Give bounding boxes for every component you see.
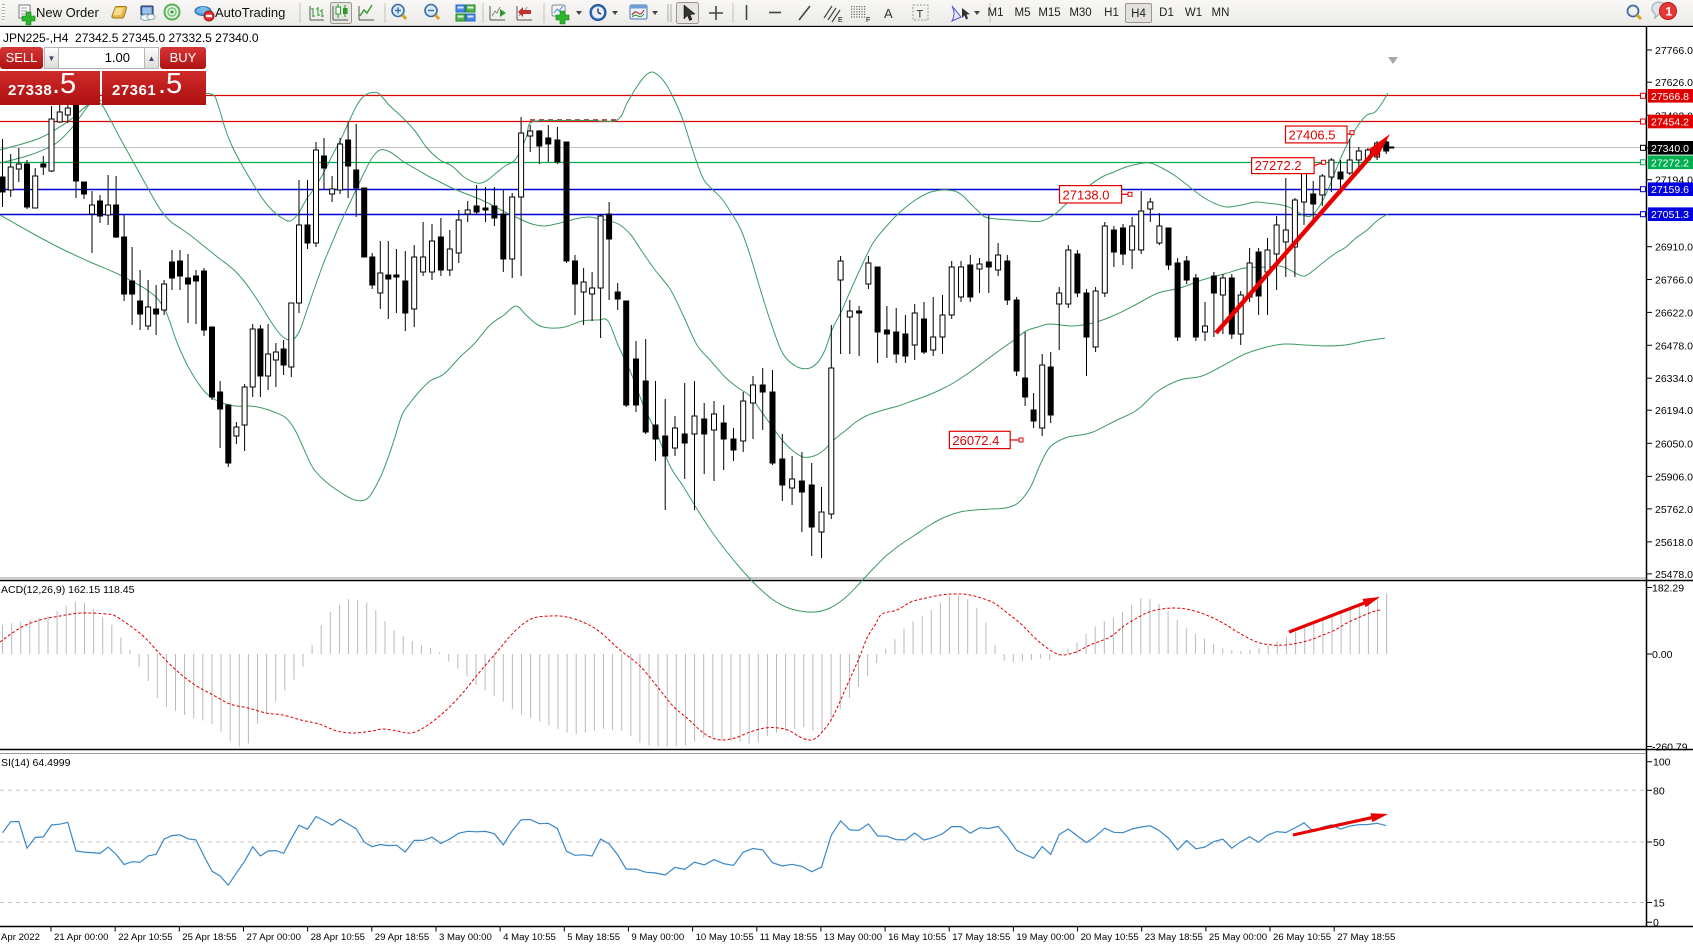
svg-text:19 May 00:00: 19 May 00:00 [1016, 932, 1074, 943]
svg-text:27051.3: 27051.3 [1651, 209, 1689, 221]
svg-text:25906.0: 25906.0 [1655, 471, 1693, 483]
svg-text:15: 15 [1653, 898, 1665, 910]
svg-text:27272.2: 27272.2 [1255, 158, 1302, 173]
svg-text:11 May 18:55: 11 May 18:55 [760, 932, 817, 943]
svg-text:26622.0: 26622.0 [1655, 307, 1693, 319]
svg-text:80: 80 [1653, 785, 1665, 797]
svg-text:20 May 10:55: 20 May 10:55 [1081, 932, 1139, 943]
svg-text:4 May 10:55: 4 May 10:55 [503, 932, 556, 943]
svg-text:182.29: 182.29 [1652, 583, 1684, 595]
svg-text:26072.4: 26072.4 [952, 433, 999, 448]
svg-text:ACD(12,26,9) 162.15 118.45: ACD(12,26,9) 162.15 118.45 [1, 584, 135, 596]
svg-text:21 Apr 00:00: 21 Apr 00:00 [54, 932, 108, 943]
svg-text:26194.0: 26194.0 [1655, 405, 1693, 417]
svg-text:25762.0: 25762.0 [1655, 504, 1693, 516]
svg-text:27406.5: 27406.5 [1289, 127, 1336, 142]
svg-text:27 Apr 00:00: 27 Apr 00:00 [247, 932, 301, 943]
svg-text:-260.79: -260.79 [1652, 742, 1688, 754]
svg-text:26 May 10:55: 26 May 10:55 [1273, 932, 1331, 943]
svg-text:25 May 00:00: 25 May 00:00 [1209, 932, 1267, 943]
svg-text:23 May 18:55: 23 May 18:55 [1145, 932, 1203, 943]
svg-text:E: E [838, 17, 843, 24]
svg-text:10 May 10:55: 10 May 10:55 [696, 932, 754, 943]
svg-text:A: A [884, 6, 893, 21]
svg-text:5 May 18:55: 5 May 18:55 [567, 932, 620, 943]
svg-text:26766.0: 26766.0 [1655, 275, 1693, 287]
svg-text:27454.2: 27454.2 [1651, 117, 1689, 129]
svg-text:0: 0 [1653, 917, 1659, 929]
svg-text:1: 1 [1666, 5, 1673, 19]
svg-text:50: 50 [1653, 837, 1665, 849]
svg-text:27340.0: 27340.0 [1651, 143, 1689, 155]
svg-text:13 May 00:00: 13 May 00:00 [824, 932, 882, 943]
svg-text:F: F [866, 17, 870, 24]
svg-text:T: T [917, 9, 924, 21]
svg-text:16 May 10:55: 16 May 10:55 [888, 932, 946, 943]
svg-text:Apr 2022: Apr 2022 [1, 932, 40, 943]
svg-text:26478.0: 26478.0 [1655, 340, 1693, 352]
svg-text:100: 100 [1653, 757, 1671, 769]
svg-text:SI(14) 64.4999: SI(14) 64.4999 [1, 757, 71, 769]
svg-text:27766.0: 27766.0 [1655, 45, 1693, 57]
svg-text:27272.2: 27272.2 [1651, 157, 1689, 169]
svg-text:3 May 00:00: 3 May 00:00 [439, 932, 492, 943]
svg-text:26050.0: 26050.0 [1655, 438, 1693, 450]
svg-text:26910.0: 26910.0 [1655, 242, 1693, 254]
svg-text:0.00: 0.00 [1652, 649, 1673, 661]
svg-text:29 Apr 18:55: 29 Apr 18:55 [375, 932, 429, 943]
svg-text:27566.8: 27566.8 [1651, 91, 1689, 103]
svg-text:17 May 18:55: 17 May 18:55 [952, 932, 1010, 943]
svg-text:27159.6: 27159.6 [1651, 184, 1689, 196]
svg-text:22 Apr 10:55: 22 Apr 10:55 [118, 932, 172, 943]
svg-text:27138.0: 27138.0 [1063, 188, 1110, 203]
svg-text:25618.0: 25618.0 [1655, 537, 1693, 549]
svg-text:25 Apr 18:55: 25 Apr 18:55 [182, 932, 236, 943]
svg-text:27626.0: 27626.0 [1655, 77, 1693, 89]
svg-text:28 Apr 10:55: 28 Apr 10:55 [311, 932, 365, 943]
svg-text:27 May 18:55: 27 May 18:55 [1337, 932, 1395, 943]
svg-text:9 May 00:00: 9 May 00:00 [631, 932, 684, 943]
svg-text:26334.0: 26334.0 [1655, 373, 1693, 385]
svg-text:25478.0: 25478.0 [1655, 569, 1693, 581]
